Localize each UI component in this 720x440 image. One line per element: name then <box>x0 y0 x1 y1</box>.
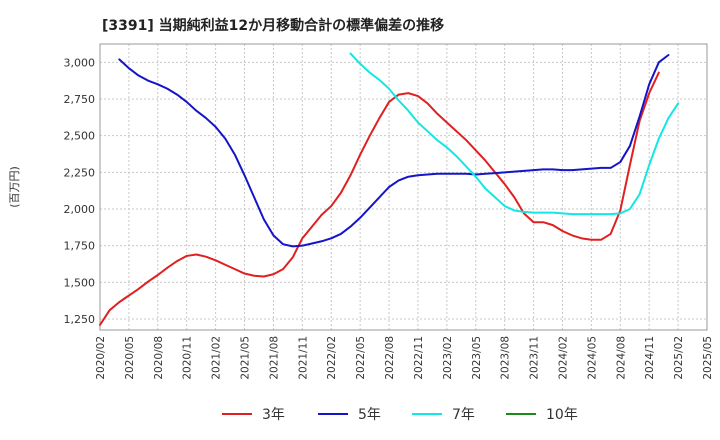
series-line-7年 <box>349 52 680 216</box>
y-tick-label: 1,500 <box>64 276 96 289</box>
series-line-5年 <box>118 54 670 248</box>
x-tick-label: 2021/05 <box>240 336 252 380</box>
legend-label: 10年 <box>546 407 578 423</box>
x-tick-label: 2024/08 <box>615 336 627 380</box>
x-tick-label: 2022/11 <box>413 336 425 380</box>
y-tick-labels: 1,250 1,500 1,750 2,000 2,250 2,500 2,750 3,000 <box>64 56 96 326</box>
y-axis-label: (百万円) <box>8 166 21 208</box>
x-tick-label: 2021/02 <box>211 336 223 380</box>
series-layer <box>99 52 680 326</box>
x-tick-label: 2021/08 <box>268 336 280 380</box>
x-tick-label: 2025/02 <box>673 336 685 380</box>
x-tick-label: 2022/08 <box>384 336 396 380</box>
grid-layer <box>99 44 708 330</box>
x-tick-label: 2025/05 <box>702 336 714 380</box>
y-tick-label: 2,750 <box>64 93 96 106</box>
x-tick-label: 2023/08 <box>500 336 512 380</box>
plot-frame <box>99 43 708 331</box>
y-tick-label: 3,000 <box>64 56 96 69</box>
y-tick-label: 1,250 <box>64 313 96 326</box>
x-tick-label: 2020/05 <box>124 336 136 380</box>
y-tick-label: 2,250 <box>64 166 96 179</box>
x-tick-label: 2024/02 <box>557 336 569 380</box>
series-line-3年 <box>99 71 660 326</box>
y-tick-label: 2,500 <box>64 130 96 143</box>
x-tick-label: 2022/02 <box>326 336 338 380</box>
x-tick-labels: 2020/02 2020/05 2020/08 2020/11 2021/02 2021/… <box>95 336 714 380</box>
x-tick-label: 2024/11 <box>644 336 656 380</box>
y-tick-label: 2,000 <box>64 203 96 216</box>
x-tick-label: 2021/11 <box>297 336 309 380</box>
x-tick-label: 2023/05 <box>471 336 483 380</box>
x-tick-label: 2023/11 <box>529 336 541 380</box>
x-tick-label: 2023/02 <box>442 336 454 380</box>
legend-label: 5年 <box>358 407 381 423</box>
x-tick-label: 2020/11 <box>182 336 194 380</box>
chart-title: [3391] 当期純利益12か月移動合計の標準偏差の推移 <box>102 17 444 34</box>
legend-label: 7年 <box>452 407 475 423</box>
y-tick-label: 1,750 <box>64 240 96 253</box>
x-tick-label: 2020/02 <box>95 336 107 380</box>
legend: 3年 5年 7年 10年 <box>222 407 578 423</box>
x-tick-label: 2020/08 <box>153 336 165 380</box>
x-tick-label: 2024/05 <box>586 336 598 380</box>
legend-label: 3年 <box>262 407 285 423</box>
x-tick-label: 2022/05 <box>355 336 367 380</box>
